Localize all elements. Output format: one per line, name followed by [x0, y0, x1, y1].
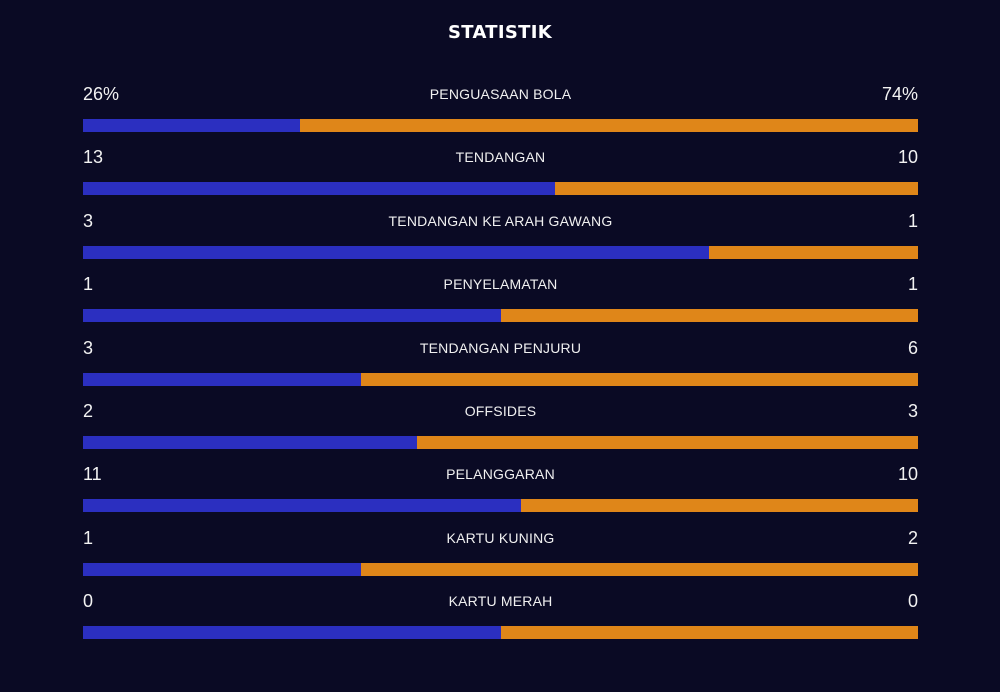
page-title: STATISTIK	[448, 22, 552, 43]
home-value: 13	[83, 147, 104, 168]
stat-header: 13 TENDANGAN 10	[83, 143, 918, 181]
away-value: 1	[907, 210, 918, 231]
stat-header: 2 OFFSIDES 3	[83, 397, 918, 435]
home-value: 1	[83, 274, 94, 295]
stat-row: 26% PENGUASAAN BOLA 74%	[83, 80, 918, 143]
away-value: 3	[907, 400, 918, 421]
comparison-bar	[83, 372, 918, 386]
stat-label: TENDANGAN PENJURU	[419, 339, 582, 356]
stat-row: 3 TENDANGAN KE ARAH GAWANG 1	[83, 207, 918, 270]
away-value: 74%	[881, 84, 918, 104]
away-bar-segment	[361, 372, 918, 386]
stat-row: 3 TENDANGAN PENJURU 6	[83, 334, 918, 397]
stat-label: TENDANGAN KE ARAH GAWANG	[388, 212, 613, 229]
stat-row: 11 PELANGGARAN 10	[83, 460, 918, 523]
away-bar-segment	[417, 435, 918, 449]
stat-label: KARTU KUNING	[446, 529, 555, 546]
away-value: 10	[897, 464, 918, 485]
away-bar-segment	[554, 182, 918, 196]
stat-header: 1 KARTU KUNING 2	[83, 524, 918, 562]
home-bar-segment	[83, 182, 555, 196]
home-value: 2	[83, 400, 94, 421]
away-value: 10	[897, 147, 918, 168]
stat-row: 0 KARTU MERAH 0	[83, 587, 918, 650]
stat-header: 3 TENDANGAN PENJURU 6	[83, 334, 918, 372]
stat-label: PENGUASAAN BOLA	[429, 86, 572, 102]
home-bar-segment	[83, 119, 301, 132]
home-value: 0	[83, 591, 94, 612]
stat-header: 3 TENDANGAN KE ARAH GAWANG 1	[83, 207, 918, 245]
away-bar-segment	[361, 562, 918, 576]
away-value: 2	[907, 527, 918, 548]
home-value: 1	[83, 527, 94, 548]
comparison-bar	[83, 309, 918, 323]
stat-header: 1 PENYELAMATAN 1	[83, 270, 918, 308]
stats-list: 26% PENGUASAAN BOLA 74% 13 TENDANGAN 10	[83, 80, 918, 651]
comparison-bar	[83, 182, 918, 196]
away-bar-segment	[500, 309, 918, 323]
away-bar-segment	[500, 626, 918, 640]
away-value: 6	[907, 337, 918, 358]
stat-header: 0 KARTU MERAH 0	[83, 587, 918, 625]
away-value: 1	[907, 274, 918, 295]
home-value: 3	[83, 210, 94, 231]
comparison-bar	[83, 499, 918, 513]
stat-label: PELANGGARAN	[446, 466, 555, 483]
away-bar-segment	[520, 499, 918, 513]
stat-label: PENYELAMATAN	[443, 276, 558, 293]
home-bar-segment	[83, 435, 417, 449]
away-bar-segment	[300, 119, 918, 132]
stat-row: 1 KARTU KUNING 2	[83, 524, 918, 587]
stat-header: 11 PELANGGARAN 10	[83, 460, 918, 498]
stat-row: 13 TENDANGAN 10	[83, 143, 918, 206]
comparison-bar	[83, 626, 918, 640]
stat-header: 26% PENGUASAAN BOLA 74%	[83, 80, 918, 118]
home-bar-segment	[83, 245, 710, 259]
stat-row: 1 PENYELAMATAN 1	[83, 270, 918, 333]
home-bar-segment	[83, 562, 362, 576]
home-bar-segment	[83, 626, 501, 640]
comparison-bar	[83, 119, 918, 132]
comparison-bar	[83, 562, 918, 576]
home-value: 11	[83, 464, 102, 485]
away-bar-segment	[709, 245, 918, 259]
home-value: 3	[83, 337, 94, 358]
stat-label: KARTU MERAH	[448, 593, 553, 610]
stat-row: 2 OFFSIDES 3	[83, 397, 918, 460]
home-bar-segment	[83, 499, 521, 513]
home-bar-segment	[83, 309, 501, 323]
comparison-bar	[83, 245, 918, 259]
stat-label: OFFSIDES	[464, 402, 537, 419]
home-bar-segment	[83, 372, 362, 386]
home-value: 26%	[83, 84, 120, 104]
comparison-bar	[83, 435, 918, 449]
stat-label: TENDANGAN	[455, 149, 546, 166]
away-value: 0	[907, 591, 918, 612]
